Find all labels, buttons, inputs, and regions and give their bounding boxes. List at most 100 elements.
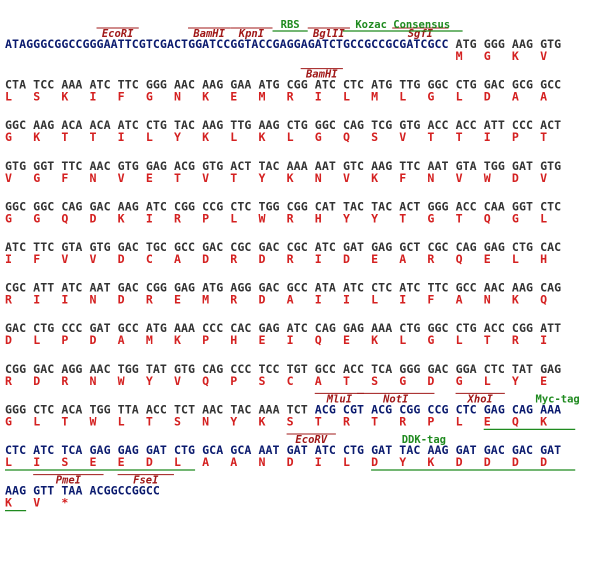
- amino-acid: K: [118, 211, 125, 225]
- amino-acid: R: [427, 252, 434, 266]
- dna-sequence: GGC GGC CAG GAC AAG ATC CGG CCG CTC TGG …: [5, 199, 561, 213]
- amino-acid: D: [90, 211, 97, 225]
- amino-acid: T: [230, 171, 237, 185]
- amino-acid: N: [90, 171, 97, 185]
- amino-acid: D: [258, 252, 265, 266]
- amino-acid: M: [456, 49, 463, 63]
- amino-acid: M: [371, 90, 378, 104]
- amino-acid: A: [315, 374, 322, 388]
- amino-acid: H: [230, 333, 237, 347]
- amino-acid: G: [484, 49, 491, 63]
- amino-acid: L: [540, 211, 547, 225]
- amino-acid: K: [512, 49, 519, 63]
- amino-acid: L: [230, 130, 237, 144]
- amino-acid: P: [61, 333, 68, 347]
- amino-acid: K: [33, 130, 40, 144]
- amino-acid: G: [146, 90, 153, 104]
- amino-acid: T: [456, 130, 463, 144]
- amino-acid: F: [33, 252, 40, 266]
- amino-acid: A: [540, 90, 547, 104]
- amino-acid: E: [90, 455, 97, 469]
- dna-sequence: ATC TTC GTA GTG GAC TGC GCC GAC CGC GAC …: [5, 240, 561, 254]
- amino-acid: K: [512, 293, 519, 307]
- amino-acid: Q: [484, 211, 491, 225]
- amino-acid: Q: [456, 252, 463, 266]
- amino-acid: E: [230, 90, 237, 104]
- amino-acid: P: [427, 414, 434, 428]
- amino-acid: S: [371, 130, 378, 144]
- amino-acid: N: [315, 171, 322, 185]
- amino-acid: Y: [174, 130, 181, 144]
- amino-acid: M: [202, 293, 209, 307]
- amino-acid: K: [287, 171, 294, 185]
- amino-acid: T: [456, 211, 463, 225]
- amino-acid: S: [371, 374, 378, 388]
- feature-label: DDK-tag: [402, 434, 446, 446]
- amino-acid: L: [456, 414, 463, 428]
- amino-acid: D: [287, 455, 294, 469]
- amino-acid: Y: [512, 374, 519, 388]
- amino-acid: G: [456, 374, 463, 388]
- amino-acid: I: [118, 130, 125, 144]
- restriction-site: BamHI: [192, 28, 225, 40]
- amino-acid: I: [315, 455, 322, 469]
- amino-acid: L: [456, 90, 463, 104]
- amino-acid: R: [230, 252, 237, 266]
- amino-acid: I: [146, 211, 153, 225]
- restriction-site: FseI: [133, 475, 159, 487]
- amino-acid: K: [540, 414, 547, 428]
- amino-acid: R: [287, 90, 294, 104]
- amino-acid: A: [174, 252, 181, 266]
- amino-acid: R: [343, 414, 350, 428]
- amino-acid: G: [427, 333, 434, 347]
- amino-acid: Y: [371, 211, 378, 225]
- amino-acid: T: [146, 414, 153, 428]
- amino-acid: Q: [512, 414, 519, 428]
- amino-acid: V: [33, 496, 40, 510]
- amino-acid: E: [146, 171, 153, 185]
- amino-acid: V: [5, 171, 12, 185]
- dna-sequence: CGC ATT ATC AAT GAC CGG GAG ATG AGG GAC …: [5, 281, 561, 295]
- amino-acid: D: [90, 333, 97, 347]
- amino-acid: D: [484, 90, 491, 104]
- restriction-site: MluI: [326, 393, 353, 405]
- amino-acid: L: [174, 455, 181, 469]
- amino-acid: P: [512, 130, 519, 144]
- amino-acid: V: [61, 252, 68, 266]
- amino-acid: Y: [146, 374, 153, 388]
- amino-acid: P: [202, 333, 209, 347]
- amino-acid: Y: [399, 455, 406, 469]
- amino-acid: E: [540, 374, 547, 388]
- amino-acid: Q: [61, 211, 68, 225]
- dna-sequence: GTG GGT TTC AAC GTG GAG ACG GTG ACT TAC …: [5, 159, 561, 173]
- amino-acid: Q: [202, 374, 209, 388]
- amino-acid: A: [512, 90, 519, 104]
- amino-acid: V: [343, 171, 350, 185]
- amino-acid: R: [61, 374, 68, 388]
- amino-acid: E: [484, 414, 491, 428]
- amino-acid: G: [512, 211, 519, 225]
- amino-acid: V: [540, 171, 547, 185]
- dna-sequence: ATAGGGCGGCCGGGAATTCGTCGACTGGATCCGGTACCGA…: [5, 37, 449, 51]
- amino-acid: K: [427, 455, 434, 469]
- amino-acid: I: [315, 252, 322, 266]
- amino-acid: R: [287, 211, 294, 225]
- amino-acid: R: [5, 293, 12, 307]
- amino-acid: L: [118, 414, 125, 428]
- amino-acid: D: [118, 252, 125, 266]
- feature-label: Myc-tag: [536, 393, 580, 405]
- amino-acid: V: [456, 171, 463, 185]
- amino-acid: E: [343, 333, 350, 347]
- amino-acid: I: [33, 293, 40, 307]
- amino-acid: T: [90, 130, 97, 144]
- amino-acid: S: [33, 90, 40, 104]
- amino-acid: N: [90, 374, 97, 388]
- amino-acid: D: [512, 171, 519, 185]
- amino-acid: G: [33, 171, 40, 185]
- amino-acid: L: [33, 333, 40, 347]
- amino-acid: I: [61, 293, 68, 307]
- amino-acid: D: [343, 252, 350, 266]
- amino-acid: M: [146, 333, 153, 347]
- amino-acid: *: [61, 496, 68, 510]
